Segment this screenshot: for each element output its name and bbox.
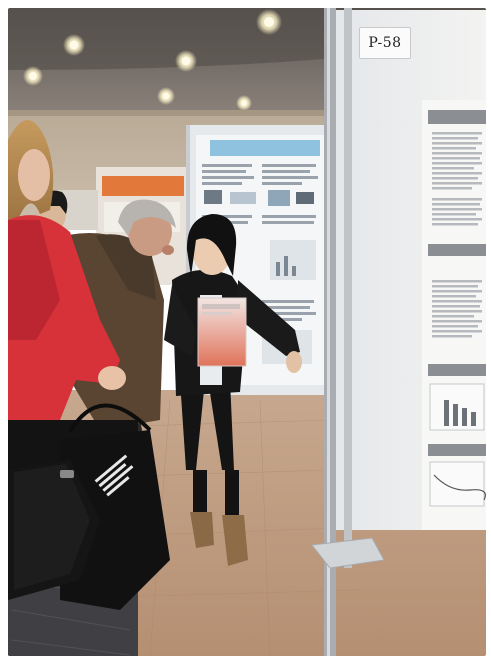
poster-number-label: P-58 xyxy=(359,27,411,59)
photo-scene xyxy=(8,8,486,656)
ceiling-lights xyxy=(23,9,282,111)
presenter-folder xyxy=(197,297,247,367)
tote-bag xyxy=(8,403,170,610)
main-poster-board xyxy=(311,8,486,656)
poster-session-photo: P-58 xyxy=(8,8,486,656)
